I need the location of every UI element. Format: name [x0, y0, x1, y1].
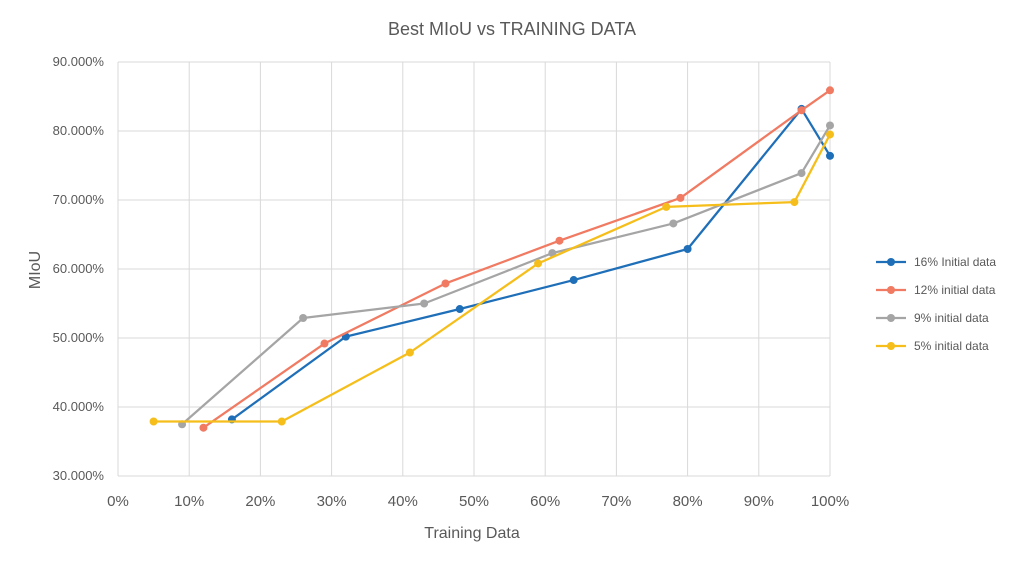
data-point: [555, 236, 564, 245]
legend-label: 9% initial data: [914, 311, 989, 325]
x-tick-label: 100%: [811, 493, 849, 510]
chart-title: Best MIoU vs TRAINING DATA: [388, 19, 636, 39]
series-1: [199, 86, 834, 432]
data-point: [277, 417, 286, 426]
legend-item: 5% initial data: [876, 339, 989, 353]
x-tick-label: 10%: [174, 493, 204, 510]
data-point: [683, 244, 692, 253]
y-tick-label: 40.000%: [53, 399, 105, 414]
data-point: [669, 219, 678, 228]
data-point: [299, 313, 308, 322]
x-tick-label: 70%: [601, 493, 631, 510]
legend-swatch-marker: [887, 286, 895, 294]
x-tick-label: 0%: [107, 493, 129, 510]
series-2: [178, 121, 834, 429]
legend-label: 5% initial data: [914, 339, 989, 353]
series-line: [181, 124, 831, 426]
data-point: [826, 151, 834, 160]
series-3: [149, 130, 834, 426]
data-point: [790, 198, 799, 207]
y-tick-label: 80.000%: [53, 123, 105, 138]
data-point: [569, 276, 578, 285]
data-point: [797, 106, 806, 115]
legend-swatch-marker: [887, 258, 895, 266]
data-point: [420, 299, 429, 308]
data-point: [662, 202, 671, 211]
y-tick-label: 50.000%: [53, 330, 105, 345]
y-tick-label: 70.000%: [53, 192, 105, 207]
x-axis-title: Training Data: [424, 525, 520, 542]
x-tick-label: 80%: [673, 493, 703, 510]
y-tick-label: 90.000%: [53, 54, 105, 69]
legend-label: 12% initial data: [914, 283, 996, 297]
legend-item: 9% initial data: [876, 311, 989, 325]
x-tick-label: 50%: [459, 493, 489, 510]
legend-swatch-marker: [887, 342, 895, 350]
x-tick-label: 90%: [744, 493, 774, 510]
axis-tick-labels: 0% 10% 20% 30% 40% 50% 60% 70% 80% 90% 100% 30.000%…: [53, 54, 850, 510]
data-point: [826, 121, 834, 130]
x-tick-label: 20%: [245, 493, 275, 510]
legend-label: 16% Initial data: [914, 255, 996, 269]
legend-item: 12% initial data: [876, 283, 996, 297]
x-tick-label: 40%: [388, 493, 418, 510]
data-point: [826, 130, 834, 139]
legend-swatch-marker: [887, 314, 895, 322]
data-point: [441, 279, 450, 288]
series-line: [202, 89, 831, 429]
data-point: [455, 305, 464, 314]
y-tick-label: 30.000%: [53, 468, 105, 483]
data-point: [826, 86, 834, 95]
y-axis-title: MIoU: [27, 251, 44, 289]
x-tick-label: 60%: [530, 493, 560, 510]
data-point: [199, 423, 208, 432]
y-tick-label: 60.000%: [53, 261, 105, 276]
data-point: [676, 193, 685, 202]
data-point: [320, 339, 329, 348]
data-point: [149, 417, 158, 426]
legend-item: 16% Initial data: [876, 255, 996, 269]
data-point: [797, 169, 806, 178]
legend: 16% Initial data 12% initial data 9% initi…: [876, 255, 996, 353]
data-point: [534, 259, 543, 268]
x-tick-label: 30%: [317, 493, 347, 510]
data-point: [405, 348, 414, 357]
series-lines: [149, 86, 834, 432]
